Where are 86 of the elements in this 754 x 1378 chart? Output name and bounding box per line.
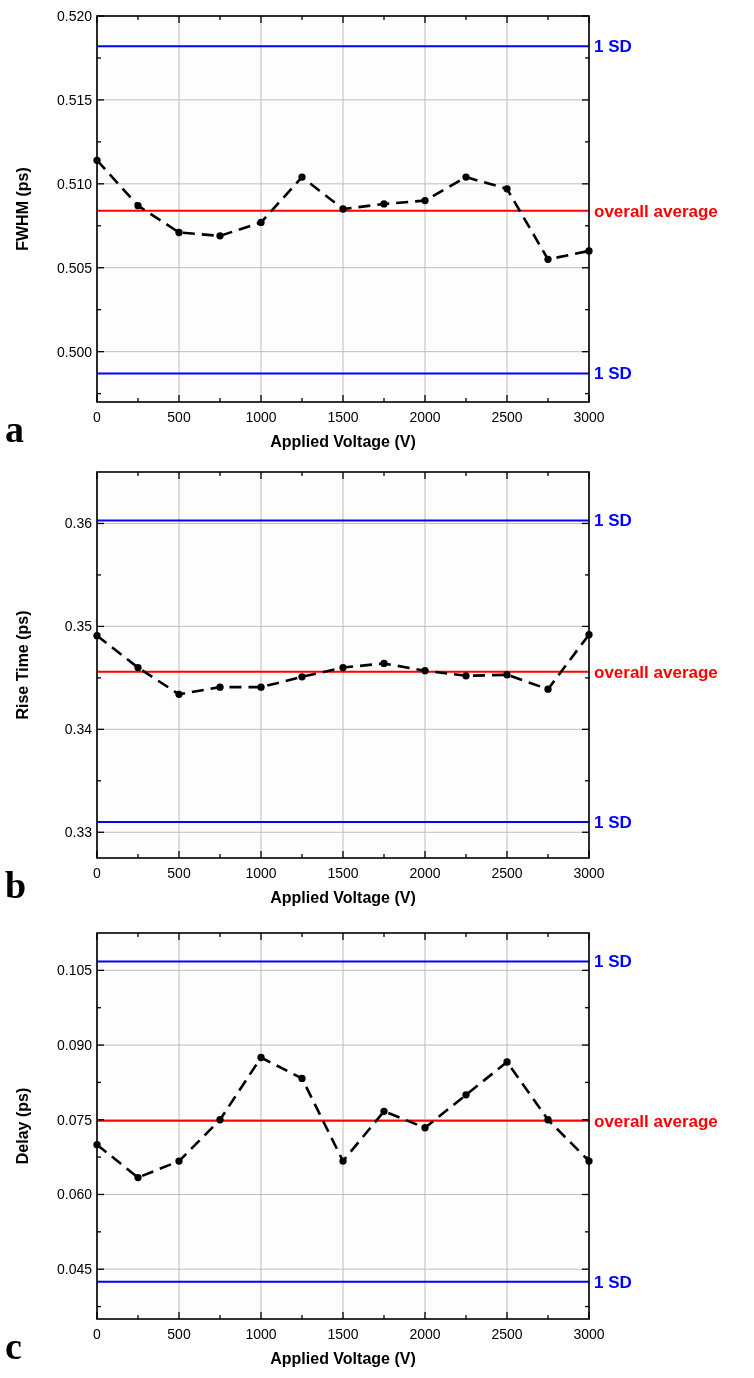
y-tick-label: 0.36: [64, 515, 93, 532]
point: [298, 1074, 306, 1083]
x-tick-label: 2000: [409, 409, 441, 425]
text: c: [5, 1325, 22, 1367]
y-axis-title: Delay (ps): [14, 1087, 31, 1165]
point: [462, 173, 470, 181]
point: [257, 218, 265, 227]
point: [503, 1058, 511, 1066]
ref-line-label: 1 SD: [594, 1272, 632, 1292]
point: [175, 690, 183, 698]
x-tick-label: 1500: [327, 865, 359, 881]
point: [503, 185, 511, 193]
x-tick-label: 3000: [573, 409, 605, 425]
x-tick-label: 500: [167, 865, 191, 881]
point: [544, 685, 552, 693]
point: [216, 683, 224, 691]
point: [421, 1124, 429, 1132]
x-axis-title: Applied Voltage (V): [270, 433, 416, 450]
y-tick-label: 0.35: [64, 618, 93, 635]
point: [257, 1053, 265, 1062]
x-tick-label: 1000: [245, 1326, 277, 1342]
y-axis-title: FWHM (ps): [14, 167, 31, 251]
x-tick-label: 500: [167, 409, 191, 425]
y-tick-label: 0.520: [56, 8, 93, 24]
point: [380, 659, 388, 668]
point: [462, 672, 470, 680]
x-tick-label: 2500: [491, 865, 523, 881]
y-axis-title: Rise Time (ps): [14, 610, 31, 720]
text: a: [5, 408, 24, 450]
y-tick-label: 0.500: [56, 343, 93, 360]
point: [503, 671, 511, 679]
x-tick-label: 2500: [491, 409, 523, 425]
point: [175, 228, 183, 237]
point: [216, 232, 224, 240]
point: [298, 173, 306, 181]
y-tick-label: 0.060: [56, 1186, 93, 1203]
y-tick-label: 0.510: [56, 175, 93, 192]
x-tick-label: 0: [93, 865, 102, 881]
ref-line-label: 1 SD: [594, 511, 632, 531]
point: [380, 200, 388, 208]
point: [175, 1157, 183, 1165]
point: [134, 1173, 142, 1182]
point: [421, 196, 429, 205]
x-tick-label: 1000: [245, 409, 277, 425]
point: [339, 1157, 347, 1165]
text: b: [5, 864, 27, 906]
y-tick-label: 0.045: [56, 1261, 93, 1278]
x-tick-label: 2500: [491, 1326, 523, 1342]
y-tick-label: 0.090: [56, 1037, 93, 1054]
x-tick-label: 0: [93, 409, 102, 425]
x-tick-label: 1500: [327, 1326, 359, 1342]
y-tick-label: 0.34: [64, 721, 93, 738]
x-tick-label: 3000: [573, 1326, 605, 1342]
point: [339, 205, 347, 213]
ref-line-label: 1 SD: [594, 812, 632, 832]
x-tick-label: 2000: [409, 1326, 441, 1342]
ref-line-label: overall average: [594, 1111, 718, 1131]
point: [544, 1116, 552, 1124]
x-tick-label: 1000: [245, 865, 277, 881]
y-tick-label: 0.505: [56, 259, 93, 276]
point: [462, 1091, 470, 1099]
ref-line-label: overall average: [594, 662, 718, 682]
point: [339, 663, 347, 672]
x-tick-label: 0: [93, 1326, 102, 1342]
x-axis-title: Applied Voltage (V): [270, 889, 416, 906]
point: [421, 667, 429, 675]
ref-line-label: 1 SD: [594, 364, 632, 384]
x-axis-title: Applied Voltage (V): [270, 1350, 416, 1367]
point: [544, 255, 552, 263]
point: [298, 673, 306, 681]
ref-line-label: 1 SD: [594, 952, 632, 972]
ref-line-label: overall average: [594, 201, 718, 221]
y-tick-label: 0.075: [56, 1111, 93, 1128]
y-tick-label: 0.33: [64, 824, 93, 841]
x-tick-label: 3000: [573, 865, 605, 881]
point: [134, 663, 142, 672]
point: [380, 1107, 388, 1115]
y-tick-label: 0.105: [56, 962, 93, 979]
x-tick-label: 2000: [409, 865, 441, 881]
y-tick-label: 0.515: [56, 91, 93, 108]
ref-line-label: 1 SD: [594, 37, 632, 57]
point: [216, 1116, 224, 1124]
x-tick-label: 1500: [327, 409, 359, 425]
point: [134, 201, 142, 210]
point: [257, 683, 265, 691]
x-tick-label: 500: [167, 1326, 191, 1342]
